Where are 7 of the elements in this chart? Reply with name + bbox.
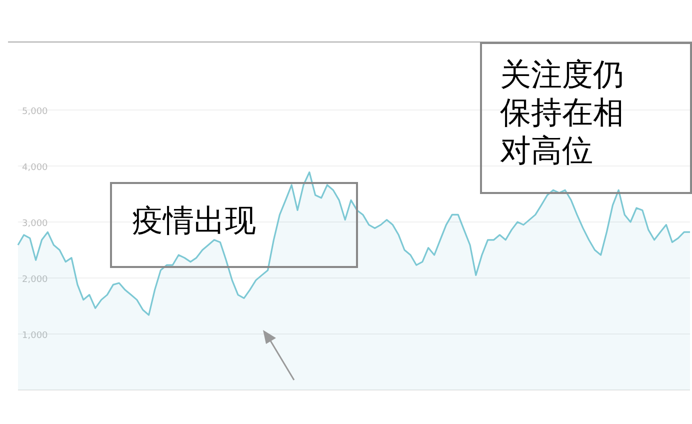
y-tick-label: 1,000	[22, 331, 48, 341]
y-tick-label: 3,000	[22, 219, 48, 229]
y-tick-label: 2,000	[22, 275, 48, 285]
y-tick-label: 4,000	[22, 163, 48, 173]
annotation: 关注度仍保持在相对高位	[480, 42, 692, 194]
annotation: 疫情出现	[110, 182, 358, 268]
y-tick-label: 5,000	[22, 107, 48, 117]
